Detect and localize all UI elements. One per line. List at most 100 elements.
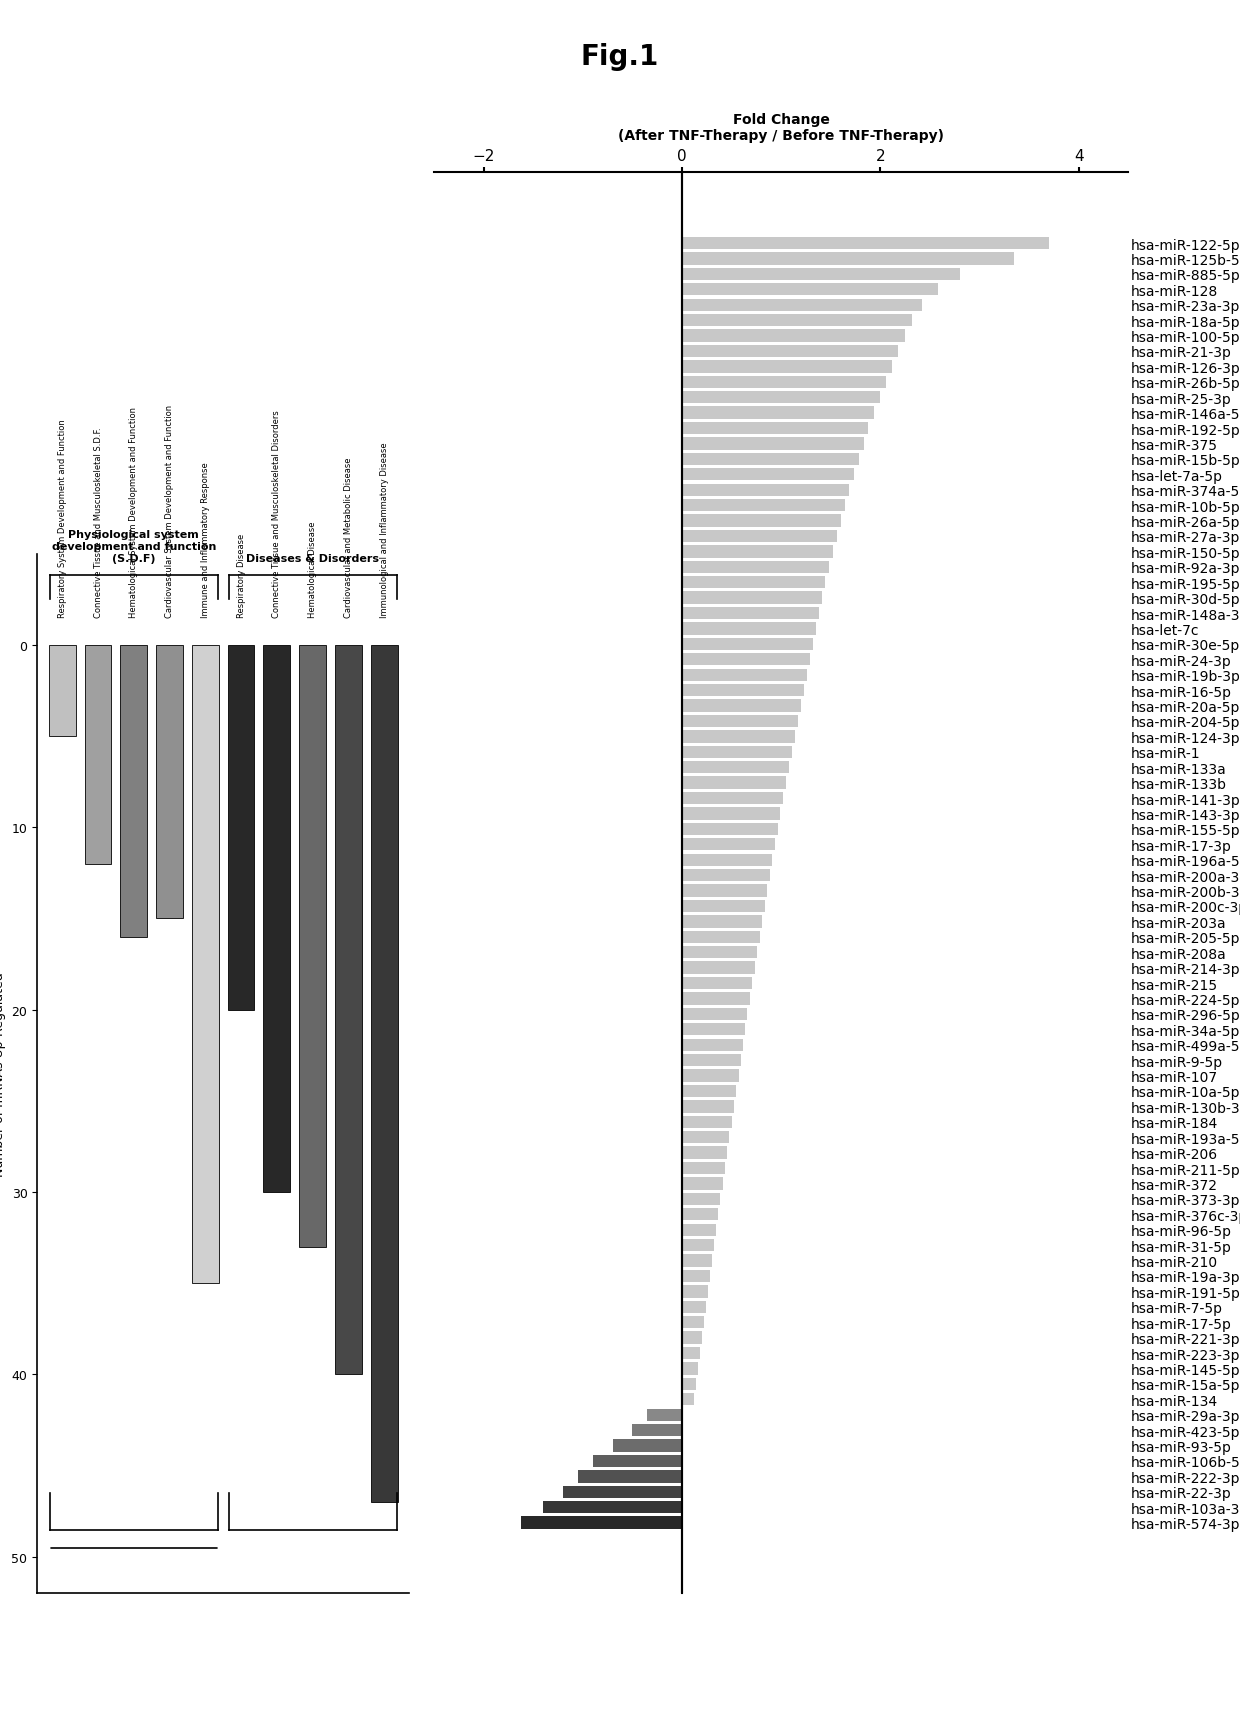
Bar	[682, 854, 773, 866]
Bar	[682, 530, 837, 542]
Bar	[682, 1254, 712, 1268]
Bar	[682, 1225, 715, 1237]
Bar	[156, 646, 184, 920]
Bar	[682, 1363, 698, 1375]
Bar	[263, 646, 290, 1192]
Bar	[682, 1147, 727, 1159]
Bar	[682, 946, 758, 960]
Bar	[682, 653, 810, 667]
Bar	[682, 1193, 719, 1205]
Bar	[543, 1502, 682, 1514]
Bar	[682, 438, 863, 450]
Bar	[682, 592, 822, 604]
Bar	[682, 1332, 702, 1344]
Bar	[682, 346, 898, 359]
Bar	[682, 1100, 734, 1114]
Bar	[682, 1270, 709, 1282]
Text: Connective Tissue and Musculoskeletal S.D.F.: Connective Tissue and Musculoskeletal S.…	[93, 428, 103, 618]
Bar	[682, 300, 923, 312]
Bar	[682, 977, 753, 989]
Bar	[682, 485, 848, 497]
Bar	[682, 762, 789, 774]
Bar	[48, 646, 76, 736]
Bar	[682, 1024, 745, 1036]
Bar	[682, 624, 816, 636]
Bar	[682, 838, 775, 850]
Bar	[682, 514, 841, 528]
Bar	[593, 1455, 682, 1467]
Bar	[682, 1301, 706, 1313]
Bar	[682, 639, 813, 651]
Bar	[682, 237, 1049, 249]
Bar	[682, 807, 780, 821]
Text: Respiratory System Development and Function: Respiratory System Development and Funct…	[58, 419, 67, 618]
Bar	[682, 331, 905, 343]
Bar	[682, 284, 937, 296]
Bar	[682, 1238, 714, 1252]
Bar	[192, 646, 218, 1283]
Bar	[682, 315, 913, 327]
Text: Connective Tissue and Musculoskeletal Disorders: Connective Tissue and Musculoskeletal Di…	[273, 410, 281, 618]
Bar	[682, 731, 795, 743]
Bar	[682, 961, 755, 973]
Bar	[682, 499, 844, 513]
Y-axis label: Number of mRNAs Up-Regulated: Number of mRNAs Up-Regulated	[0, 972, 6, 1176]
Bar	[682, 1115, 732, 1128]
Bar	[682, 407, 874, 419]
Bar	[84, 646, 112, 864]
Text: Respiratory Disease: Respiratory Disease	[237, 533, 246, 618]
Bar	[682, 1316, 704, 1328]
Bar	[682, 700, 801, 712]
Bar	[682, 1393, 694, 1406]
Bar	[682, 469, 853, 481]
Bar	[682, 608, 818, 620]
Text: Immunological and Inflammatory Disease: Immunological and Inflammatory Disease	[379, 443, 388, 618]
Bar	[682, 391, 880, 404]
Bar	[682, 1285, 708, 1297]
Bar	[682, 901, 765, 913]
Bar	[613, 1439, 682, 1451]
Bar	[682, 684, 804, 696]
Bar	[682, 1070, 739, 1082]
Text: Fig.1: Fig.1	[580, 43, 660, 71]
Bar	[682, 360, 893, 374]
Bar	[682, 561, 828, 573]
Bar	[578, 1470, 682, 1483]
Bar	[682, 376, 887, 388]
Bar	[682, 1086, 735, 1098]
Text: Hematological System Development and Function: Hematological System Development and Fun…	[129, 407, 139, 618]
Bar	[682, 1055, 740, 1067]
Bar	[682, 1379, 696, 1391]
X-axis label: Fold Change
(After TNF-Therapy / Before TNF-Therapy): Fold Change (After TNF-Therapy / Before …	[619, 113, 944, 144]
Bar	[682, 253, 1014, 265]
Bar	[682, 1209, 718, 1221]
Bar	[120, 646, 148, 937]
Bar	[682, 669, 807, 681]
Bar	[682, 715, 799, 727]
Bar	[682, 1131, 729, 1143]
Text: Cardiovascular System Development and Function: Cardiovascular System Development and Fu…	[165, 405, 174, 618]
Bar	[682, 869, 770, 882]
Bar	[682, 1178, 723, 1190]
Bar	[682, 1008, 748, 1020]
Bar	[682, 423, 868, 435]
Text: Physiological system
development and function
(S.D.F): Physiological system development and fun…	[52, 530, 216, 563]
Text: Immune and Inflammatory Response: Immune and Inflammatory Response	[201, 462, 210, 618]
Bar	[682, 1347, 699, 1360]
Bar	[335, 646, 362, 1375]
Bar	[682, 1039, 743, 1051]
Bar	[647, 1408, 682, 1420]
Bar	[682, 916, 763, 928]
Bar	[682, 778, 786, 790]
Bar	[682, 1162, 724, 1174]
Bar	[682, 885, 768, 897]
Bar	[682, 577, 825, 589]
Text: Diseases & Disorders: Diseases & Disorders	[246, 553, 379, 563]
Bar	[682, 268, 960, 281]
Text: Hematological Disease: Hematological Disease	[308, 521, 317, 618]
Bar	[682, 454, 858, 466]
Bar	[228, 646, 254, 1010]
Bar	[682, 992, 750, 1005]
Bar	[682, 823, 779, 835]
Text: Cardiovascular and Metabolic Disease: Cardiovascular and Metabolic Disease	[343, 457, 353, 618]
